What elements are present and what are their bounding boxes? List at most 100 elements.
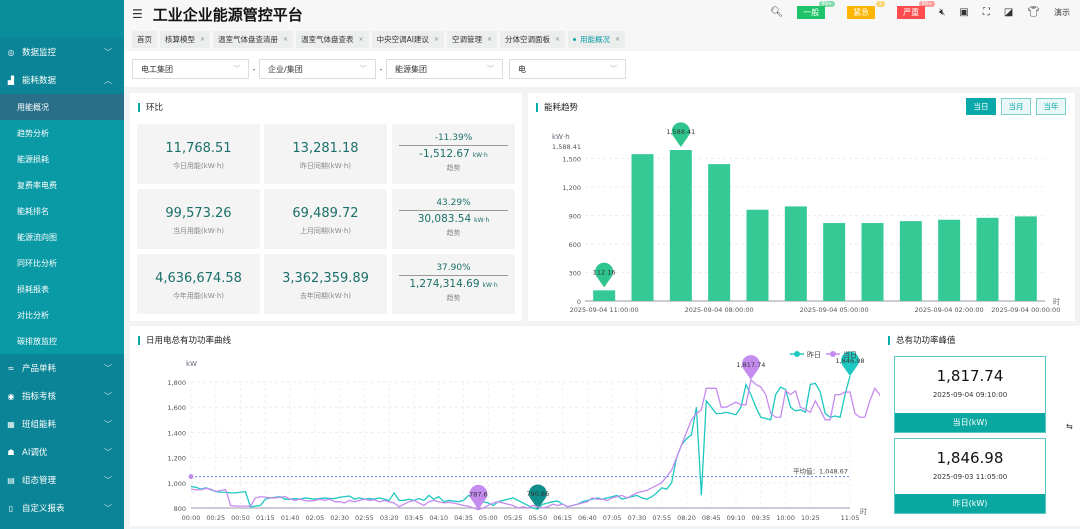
tab-5[interactable]: 空调管理 × [446,30,497,48]
separator: - [379,64,383,74]
sidebar-subitem-3[interactable]: 复费率电费 [17,180,57,190]
demo-button[interactable]: 演示 [1054,8,1070,17]
range-button-2[interactable]: 当年 [1036,98,1066,115]
usage-value: 69,489.72 [292,206,359,221]
x-tick-label: 07:05 [603,514,622,522]
legend-item-1[interactable]: 当日 [826,350,857,359]
theme-shirt-icon[interactable]: 👕︎ [1027,7,1040,18]
tab-label: 空调管理 [451,34,482,44]
trend-label: 趋势 [446,229,461,237]
sidebar-subitem-1[interactable]: 趋势分析 [17,128,49,138]
close-icon[interactable]: × [200,35,206,43]
x-tick-label: 2025-09-04 08:00:00 [685,306,754,314]
energy-bar-chart: kW·h 时 0 300 600 900 1,200 1,500 1,588.41 2025-09… [552,122,1060,314]
sidebar-item-more-2[interactable]: ▦ 班组能耗 ﹀ [0,410,124,438]
y-axis-label: kW·h [552,133,570,141]
tab-2[interactable]: 温室气体盘查清册 × [213,30,294,48]
sidebar-subitem-6[interactable]: 同环比分析 [17,258,57,268]
fullscreen-icon[interactable]: ⛶ [982,7,990,18]
tab-1[interactable]: 核算模型 × [160,30,211,48]
close-icon[interactable]: × [283,35,289,43]
x-tick-label: 2025-09-04 11:00:00 [570,306,639,314]
bar [1014,216,1037,301]
sidebar-subitem-5[interactable]: 能源流向图 [17,232,57,242]
peak-label: 当日(kW) [895,413,1045,432]
close-icon[interactable]: × [486,35,492,43]
legend-item-0[interactable]: 昨日 [790,350,821,359]
average-label: 平均值：1,048.67 [793,467,848,476]
sidebar-item-label: 产品单耗 [22,364,57,374]
panel-title: 能耗趋势 [544,103,579,113]
alarm-badge-2[interactable]: 严重 99+ [897,1,936,19]
tab-label: 温室气体盘查表 [301,34,354,44]
language-icon[interactable]: ◪ [1003,7,1014,18]
select-value: 电 [518,64,526,74]
peak-label: 昨日(kW) [895,494,1045,513]
select-value: 电工集团 [141,64,173,74]
sidebar-item-1[interactable]: ▟ 能耗数据 ︿ [0,66,124,94]
y-tick-label: 1,800 [167,379,186,387]
filter-bar: 电工集团 ﹀ - 企业/集团 ﹀ - 能源集团 ﹀ 电 ﹀ [124,51,1080,87]
search-icon[interactable]: 🔍︎ [770,7,784,18]
change-percent: 37.90% [436,263,471,273]
menu-toggle-icon[interactable]: ☰ [132,7,143,21]
swap-icon[interactable]: ⇆ [1066,422,1073,431]
usage-label: 当月用能(kW·h) [172,227,225,235]
trend-card: 37.90% 1,274,314.69 kW·h 趋势 [392,254,515,314]
filter-select-2[interactable]: 能源集团 ﹀ [386,59,503,79]
filter-select-3[interactable]: 电 ﹀ [509,59,626,79]
sidebar-item-0[interactable]: ◎ 数据监控 ﹀ [0,38,124,66]
sidebar-item-more-3[interactable]: ☗ AI调优 ﹀ [0,438,124,466]
x-tick-label: 00:00 [182,514,201,522]
sidebar-item-more-1[interactable]: ◉ 指标考核 ﹀ [0,382,124,410]
usage-value: 11,768.51 [165,141,232,156]
bar [708,164,731,301]
sidebar-subitem-2[interactable]: 能源损耗 [17,154,49,164]
tab-label: 分体空调面板 [505,34,550,44]
close-icon[interactable]: × [433,35,439,43]
chevron-down-icon: ﹀ [104,391,112,401]
tab-7[interactable]: 用能概况 × [568,30,626,48]
sidebar-subitem-8[interactable]: 对比分析 [17,310,49,320]
peak-time: 2025-09-04 09:10:00 [932,391,1008,399]
header: ☰ 工业企业能源管控平台 🔍︎ 一般 99+ 紧急 1 严重 99+ 🔇︎ ▣ ⛶ ◪ 👕… [124,0,1080,28]
separator: - [252,64,256,74]
filter-select-0[interactable]: 电工集团 ﹀ [132,59,249,79]
close-icon[interactable]: × [555,35,561,43]
x-tick-label: 01:40 [281,514,300,522]
y-tick-label: 1,588.41 [552,143,581,151]
close-icon[interactable]: × [358,35,364,43]
x-tick-label: 05:50 [528,514,547,522]
sidebar-subitem-0[interactable]: 用能概况 [0,94,124,120]
change-diff: 30,083.54 kW·h [417,213,490,225]
range-button-0[interactable]: 当日 [966,98,996,115]
tab-label: 用能概况 [580,34,611,44]
tab-3[interactable]: 温室气体盘查表 × [296,30,369,48]
x-tick-label: 2025-09-04 02:00:00 [915,306,984,314]
sidebar-item-label: 组态管理 [22,476,57,486]
filter-select-1[interactable]: 企业/集团 ﹀ [259,59,376,79]
close-icon[interactable]: × [615,35,621,43]
alarm-badge-1[interactable]: 紧急 1 [847,1,886,19]
compare-usage-card: 3,362,359.89 去年同期(kW·h) [264,254,387,314]
mute-icon[interactable]: 🔇︎ [939,7,946,18]
x-axis-label: 时 [860,507,867,516]
tab-4[interactable]: 中央空调AI建议 × [371,30,444,48]
usage-label: 上月同期(kW·h) [299,227,352,235]
y-tick-label: 1,200 [562,184,581,192]
sidebar-subitem-4[interactable]: 能耗排名 [17,206,49,216]
sidebar-item-more-5[interactable]: ▯ 自定义报表 ﹀ [0,494,124,522]
y-tick-label: 1,000 [167,480,186,488]
bar [823,223,846,301]
sidebar-subitem-9[interactable]: 碳排放监控 [17,336,57,346]
sidebar-item-more-0[interactable]: ≈ 产品单耗 ﹀ [0,354,124,382]
sidebar-item-more-4[interactable]: ▤ 组态管理 ﹀ [0,466,124,494]
sidebar-subitem-7[interactable]: 损耗报表 [17,284,49,294]
tab-6[interactable]: 分体空调面板 × [500,30,566,48]
tab-0[interactable]: 首页 [132,30,157,48]
screen-icon[interactable]: ▣ [959,7,969,18]
alarm-badge-0[interactable]: 一般 99+ [797,1,836,19]
range-button-1[interactable]: 当月 [1001,98,1031,115]
config-icon: ▤ [7,475,15,485]
bar [938,219,961,301]
